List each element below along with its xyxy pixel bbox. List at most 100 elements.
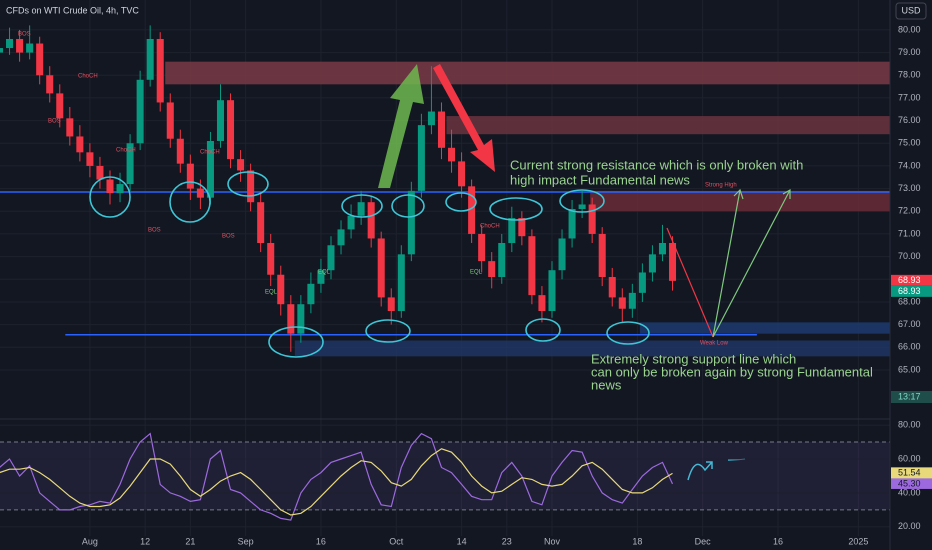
candle-body xyxy=(6,38,14,49)
candle-body xyxy=(407,190,415,255)
candle-body xyxy=(367,202,375,239)
structure-label: Strong High xyxy=(705,183,737,189)
candle-body xyxy=(26,43,34,53)
candle-body xyxy=(106,179,114,194)
y-tick-label: 67.00 xyxy=(898,319,921,329)
candle-body xyxy=(96,165,104,180)
candle-body xyxy=(508,218,516,244)
candle-body xyxy=(387,297,395,312)
structure-label: ChoCH xyxy=(480,224,500,230)
structure-label: EQL xyxy=(470,270,483,276)
candle-body xyxy=(267,243,275,275)
x-tick-label: 18 xyxy=(632,536,642,546)
structure-label: BOS xyxy=(222,234,235,240)
zones xyxy=(0,61,890,357)
zone xyxy=(590,190,890,212)
candle-body xyxy=(658,243,666,255)
countdown-badge xyxy=(891,391,932,403)
candle-body xyxy=(598,233,606,278)
x-tick-label: 12 xyxy=(140,536,150,546)
candle-body xyxy=(327,245,335,271)
candle-body xyxy=(578,204,586,209)
price-pane xyxy=(0,25,677,352)
currency-button[interactable] xyxy=(895,2,927,20)
candle-body xyxy=(56,93,64,119)
candle-body xyxy=(528,236,536,296)
y-tick-label: 60.00 xyxy=(898,453,921,463)
zone xyxy=(446,116,890,135)
candle-body xyxy=(337,229,345,246)
candle-body xyxy=(126,143,134,185)
candle-body xyxy=(237,159,245,171)
candle-body xyxy=(417,125,425,191)
rsi-line xyxy=(0,448,673,516)
ellipse xyxy=(169,181,211,223)
y-tick-label: 65.00 xyxy=(898,364,921,374)
annotation: news xyxy=(591,377,622,392)
ellipse xyxy=(227,171,269,197)
projection xyxy=(712,188,791,338)
candle-body xyxy=(669,243,677,281)
ellipse xyxy=(559,189,605,213)
candle-body xyxy=(86,152,94,166)
candle-body xyxy=(206,140,214,198)
candle-body xyxy=(568,209,576,239)
y-tick-label: 72.00 xyxy=(898,206,921,216)
candle-body xyxy=(156,38,164,103)
price-badge xyxy=(891,285,932,297)
candle-body xyxy=(317,270,325,284)
candle-body xyxy=(76,136,84,153)
structure-label: BOS xyxy=(48,119,61,125)
annotation: high impact Fundamental news xyxy=(510,172,690,187)
x-tick-label: 14 xyxy=(457,536,467,546)
currency-label[interactable]: USD xyxy=(901,5,921,15)
y-tick-label: 74.00 xyxy=(898,160,921,170)
candle-body xyxy=(46,75,54,94)
candle-body xyxy=(628,292,636,309)
x-tick-label: Dec xyxy=(695,536,712,546)
candle-body xyxy=(277,274,285,305)
candle-body xyxy=(478,233,486,262)
annotation: can only be broken again by strong Funda… xyxy=(591,364,873,379)
candle-body xyxy=(186,163,194,189)
up-arrow xyxy=(378,64,424,188)
candle-body xyxy=(0,48,4,53)
candle-body xyxy=(297,304,305,334)
x-tick-label: Sep xyxy=(238,536,254,546)
y-tick-label: 71.00 xyxy=(898,228,921,238)
x-tick-label: 16 xyxy=(773,536,783,546)
projection xyxy=(666,227,714,338)
annotation: Extremely strong support line which xyxy=(591,351,796,366)
y-tick-label: 73.00 xyxy=(898,183,921,193)
x-tick-label: 21 xyxy=(185,536,195,546)
rsi-pane xyxy=(0,424,890,528)
y-tick-label: 70.00 xyxy=(898,251,921,261)
structure-label: ChoCH xyxy=(116,148,136,154)
price-badge-label: 68.93 xyxy=(898,286,921,296)
y-tick-label: 77.00 xyxy=(898,92,921,102)
x-tick-label: Nov xyxy=(544,536,561,546)
ellipse xyxy=(89,176,131,218)
y-tick-label: 79.00 xyxy=(898,47,921,57)
candle-body xyxy=(488,261,496,278)
y-tick-label: 78.00 xyxy=(898,70,921,80)
candle-body xyxy=(287,304,295,334)
candle-body xyxy=(638,272,646,293)
candle-body xyxy=(498,243,506,278)
y-tick-label: 40.00 xyxy=(898,487,921,497)
candle-body xyxy=(377,238,385,298)
y-tick-label: 68.00 xyxy=(898,296,921,306)
zone xyxy=(639,322,890,334)
ellipse xyxy=(606,321,650,345)
candle-body xyxy=(518,218,526,237)
candle-body xyxy=(146,38,154,80)
x-tick-label: 23 xyxy=(502,536,512,546)
y-tick-label: 80.00 xyxy=(898,24,921,34)
y-tick-label: 76.00 xyxy=(898,115,921,125)
candle-body xyxy=(136,79,144,144)
candle-body xyxy=(227,100,235,160)
ellipse xyxy=(489,197,543,221)
zone xyxy=(294,340,890,357)
candle-body xyxy=(458,161,466,187)
